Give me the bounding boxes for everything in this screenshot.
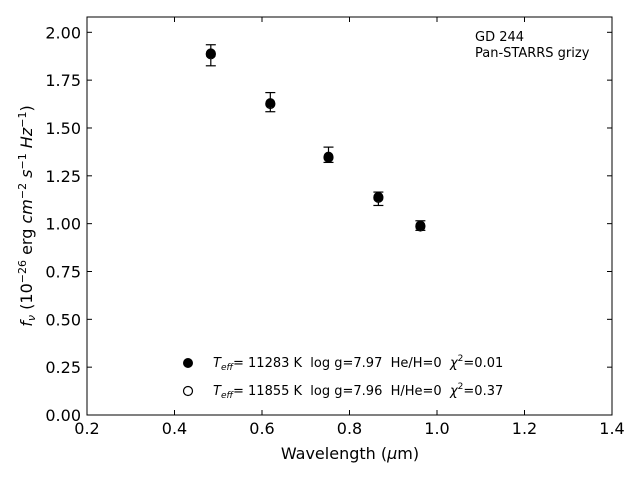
x-axis-title: Wavelength (μm) <box>281 444 419 463</box>
x-tick-label: 1.0 <box>424 419 449 438</box>
x-tick-label: 0.8 <box>337 419 362 438</box>
ticks-group: 0.2 0.4 0.6 0.8 1.0 1.2 1.4 0.00 0.25 0.50 0.75 1.0… <box>45 17 625 438</box>
y-tick-label: 0.25 <box>45 358 81 377</box>
y-tick-label: 0.75 <box>45 262 81 281</box>
y-tick-label: 1.75 <box>45 71 81 90</box>
y-tick-label: 0.00 <box>45 406 81 425</box>
filled-circle-point <box>373 191 384 202</box>
filled-circle-point <box>415 220 426 231</box>
plot-frame <box>86 16 613 416</box>
y-tick-label: 1.00 <box>45 215 81 234</box>
x-tick-label: 0.2 <box>74 419 99 438</box>
legend-label-2: Teff= 11855 K log g=7.96 H/He=0 χ2=0.37 <box>213 382 503 401</box>
markers-group <box>205 48 426 232</box>
y-tick-label: 0.50 <box>45 310 81 329</box>
filled-circle-point <box>205 48 216 59</box>
y-tick-label: 1.50 <box>45 119 81 138</box>
x-tick-label: 1.2 <box>512 419 537 438</box>
y-tick-label: 1.25 <box>45 167 81 186</box>
legend-label-1: Teff= 11283 K log g=7.97 He/H=0 χ2=0.01 <box>213 354 503 373</box>
legend-marker-open <box>182 385 194 397</box>
filled-circle-point <box>323 151 334 162</box>
x-tick-label: 0.4 <box>162 419 187 438</box>
y-tick-label: 2.00 <box>45 23 81 42</box>
x-tick-label: 1.4 <box>599 419 624 438</box>
legend-marker-filled <box>183 358 193 368</box>
y-axis-title: fν (10−26 erg cm−2 s−1 Hz−1) <box>16 105 38 326</box>
annotation-line-1: GD 244 <box>475 30 524 45</box>
annotation-line-2: Pan-STARRS grizy <box>475 46 590 61</box>
x-tick-label: 0.6 <box>249 419 274 438</box>
filled-circle-point <box>265 98 276 109</box>
